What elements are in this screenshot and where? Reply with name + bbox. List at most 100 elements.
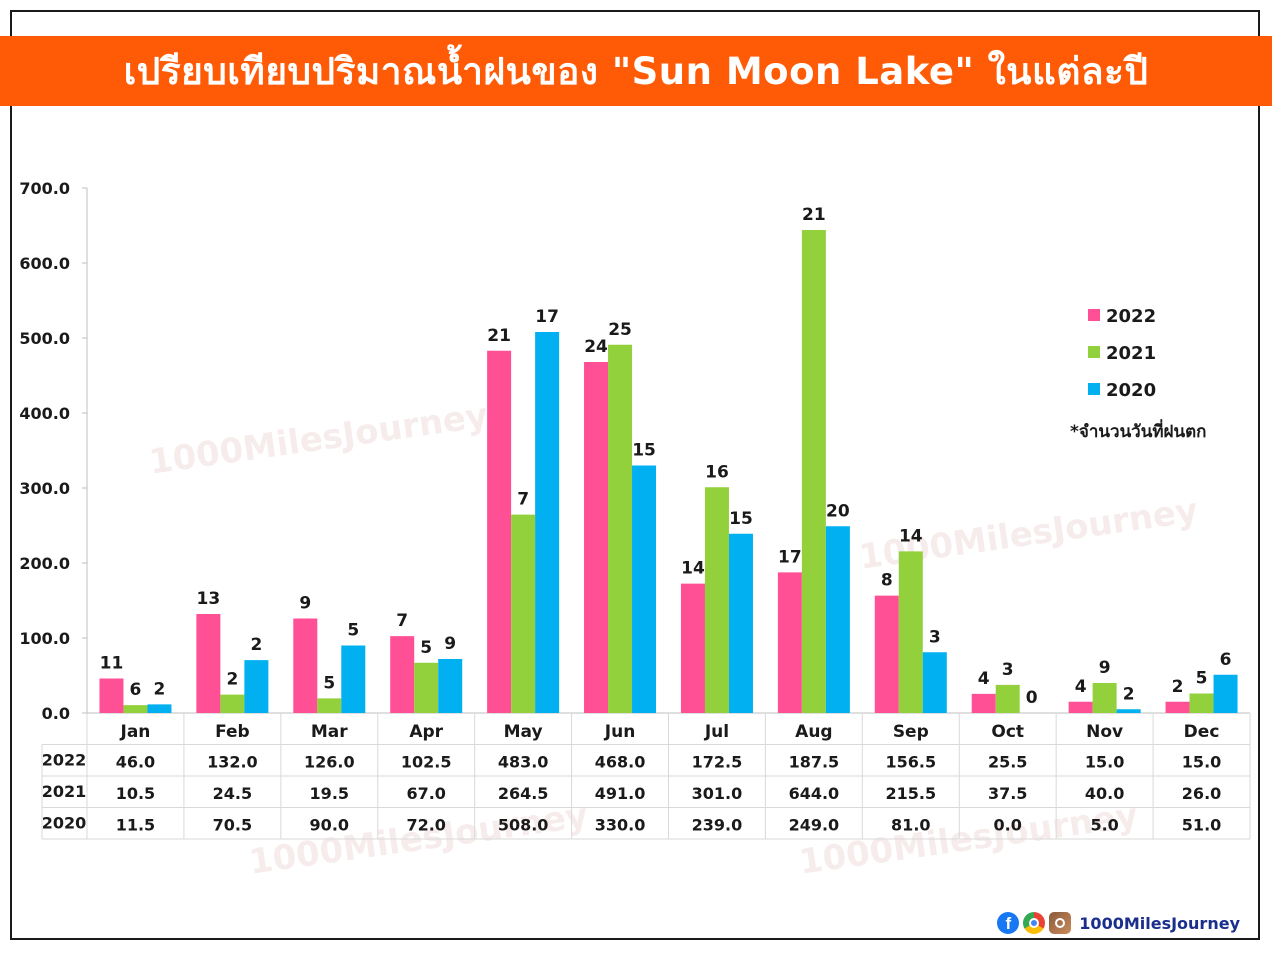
rain-days-label: 5 bbox=[1196, 669, 1208, 689]
rain-days-label: 8 bbox=[881, 571, 893, 591]
bar-2021-dec bbox=[1189, 693, 1214, 713]
table-cell: 301.0 bbox=[692, 784, 743, 803]
x-tick-label: Sep bbox=[893, 722, 929, 742]
rain-days-label: 5 bbox=[323, 673, 335, 693]
rain-days-label: 15 bbox=[729, 509, 753, 529]
bar-2020-may bbox=[535, 332, 560, 713]
table-cell: 172.5 bbox=[692, 753, 743, 772]
bar-2021-sep bbox=[898, 551, 923, 713]
legend-label-2022: 2022 bbox=[1106, 306, 1156, 327]
table-cell: 40.0 bbox=[1085, 784, 1124, 803]
legend-label-2021: 2021 bbox=[1106, 343, 1156, 364]
rain-days-label: 7 bbox=[517, 490, 529, 510]
bar-2020-nov bbox=[1116, 709, 1141, 713]
rain-days-label: 6 bbox=[1220, 650, 1232, 670]
legend-label-2020: 2020 bbox=[1106, 380, 1156, 401]
bar-2022-jun bbox=[584, 362, 609, 713]
table-cell: 25.5 bbox=[988, 753, 1027, 772]
rain-days-label: 0 bbox=[1026, 688, 1038, 708]
table-cell: 26.0 bbox=[1182, 784, 1221, 803]
table-cell: 70.5 bbox=[213, 816, 252, 835]
y-tick-label: 300.0 bbox=[19, 479, 70, 498]
bar-2021-aug bbox=[801, 230, 826, 713]
facebook-icon[interactable]: f bbox=[997, 912, 1020, 934]
bar-2022-may bbox=[487, 350, 512, 713]
table-cell: 132.0 bbox=[207, 753, 258, 772]
bar-2020-jun bbox=[632, 465, 657, 713]
table-cell: 37.5 bbox=[988, 784, 1027, 803]
y-tick-label: 100.0 bbox=[19, 629, 70, 648]
table-cell: 46.0 bbox=[116, 753, 155, 772]
y-tick-label: 600.0 bbox=[19, 254, 70, 273]
x-tick-label: Oct bbox=[991, 722, 1024, 742]
table-cell: 5.0 bbox=[1090, 816, 1118, 835]
bar-2021-mar bbox=[317, 698, 342, 713]
rain-days-label: 7 bbox=[396, 611, 408, 631]
bar-2022-apr bbox=[390, 636, 415, 713]
bar-2022-jul bbox=[680, 583, 705, 713]
rain-days-label: 16 bbox=[705, 462, 729, 482]
bar-2021-may bbox=[511, 514, 536, 713]
table-cell: 330.0 bbox=[595, 816, 646, 835]
title-bar: เปรียบเทียบปริมาณน้ำฝนของ "Sun Moon Lake… bbox=[0, 36, 1272, 106]
rain-days-label: 2 bbox=[154, 679, 166, 699]
legend-swatch-2020 bbox=[1088, 383, 1100, 395]
bar-2021-nov bbox=[1092, 683, 1117, 713]
chrome-icon[interactable] bbox=[1023, 912, 1046, 934]
bar-2022-dec bbox=[1165, 701, 1190, 713]
rain-days-label: 13 bbox=[197, 589, 221, 609]
instagram-icon[interactable] bbox=[1049, 912, 1072, 934]
bar-2021-jun bbox=[608, 344, 633, 713]
x-tick-label: Mar bbox=[311, 722, 348, 742]
table-row-header: 2021 bbox=[42, 782, 87, 801]
table-cell: 156.5 bbox=[885, 753, 936, 772]
legend-swatch-2021 bbox=[1088, 346, 1100, 358]
y-tick-label: 0.0 bbox=[42, 704, 70, 723]
bar-2022-oct bbox=[971, 693, 996, 713]
bar-2020-sep bbox=[922, 652, 947, 713]
table-cell: 239.0 bbox=[692, 816, 743, 835]
footer: f 1000MilesJourney bbox=[997, 912, 1240, 934]
bar-2021-jul bbox=[704, 487, 729, 713]
table-cell: 67.0 bbox=[406, 784, 445, 803]
rain-days-label: 25 bbox=[608, 320, 632, 340]
table-cell: 644.0 bbox=[789, 784, 840, 803]
rain-days-label: 24 bbox=[584, 337, 608, 357]
table-cell: 51.0 bbox=[1182, 816, 1221, 835]
table-cell: 10.5 bbox=[116, 784, 155, 803]
rain-days-label: 9 bbox=[1099, 658, 1111, 678]
x-tick-label: Feb bbox=[215, 722, 250, 742]
table-cell: 249.0 bbox=[789, 816, 840, 835]
bar-2022-sep bbox=[874, 595, 899, 713]
bar-2022-aug bbox=[777, 572, 802, 713]
table-cell: 491.0 bbox=[595, 784, 646, 803]
x-tick-label: Aug bbox=[795, 722, 832, 742]
rain-days-label: 21 bbox=[487, 326, 511, 346]
rain-days-label: 17 bbox=[778, 547, 802, 567]
table-cell: 508.0 bbox=[498, 816, 549, 835]
rain-days-label: 9 bbox=[444, 634, 456, 654]
bar-2022-mar bbox=[293, 618, 318, 713]
y-tick-label: 400.0 bbox=[19, 404, 70, 423]
table-cell: 215.5 bbox=[885, 784, 936, 803]
chart-title: เปรียบเทียบปริมาณน้ำฝนของ "Sun Moon Lake… bbox=[123, 49, 1149, 93]
rain-days-label: 14 bbox=[681, 559, 705, 579]
rain-days-label: 5 bbox=[420, 638, 432, 658]
bar-2022-jan bbox=[99, 678, 124, 713]
table-cell: 264.5 bbox=[498, 784, 549, 803]
rain-days-label: 5 bbox=[347, 621, 359, 641]
rain-days-label: 4 bbox=[1075, 677, 1087, 697]
bar-2021-feb bbox=[220, 694, 245, 713]
bar-2022-nov bbox=[1068, 701, 1093, 713]
table-cell: 102.5 bbox=[401, 753, 452, 772]
bar-2020-feb bbox=[244, 660, 269, 713]
table-cell: 126.0 bbox=[304, 753, 355, 772]
table-cell: 15.0 bbox=[1085, 753, 1124, 772]
x-tick-label: Apr bbox=[409, 722, 443, 742]
rain-days-label: 2 bbox=[226, 670, 238, 690]
table-cell: 11.5 bbox=[116, 816, 155, 835]
table-cell: 15.0 bbox=[1182, 753, 1221, 772]
bar-2020-jan bbox=[147, 704, 172, 713]
table-cell: 483.0 bbox=[498, 753, 549, 772]
